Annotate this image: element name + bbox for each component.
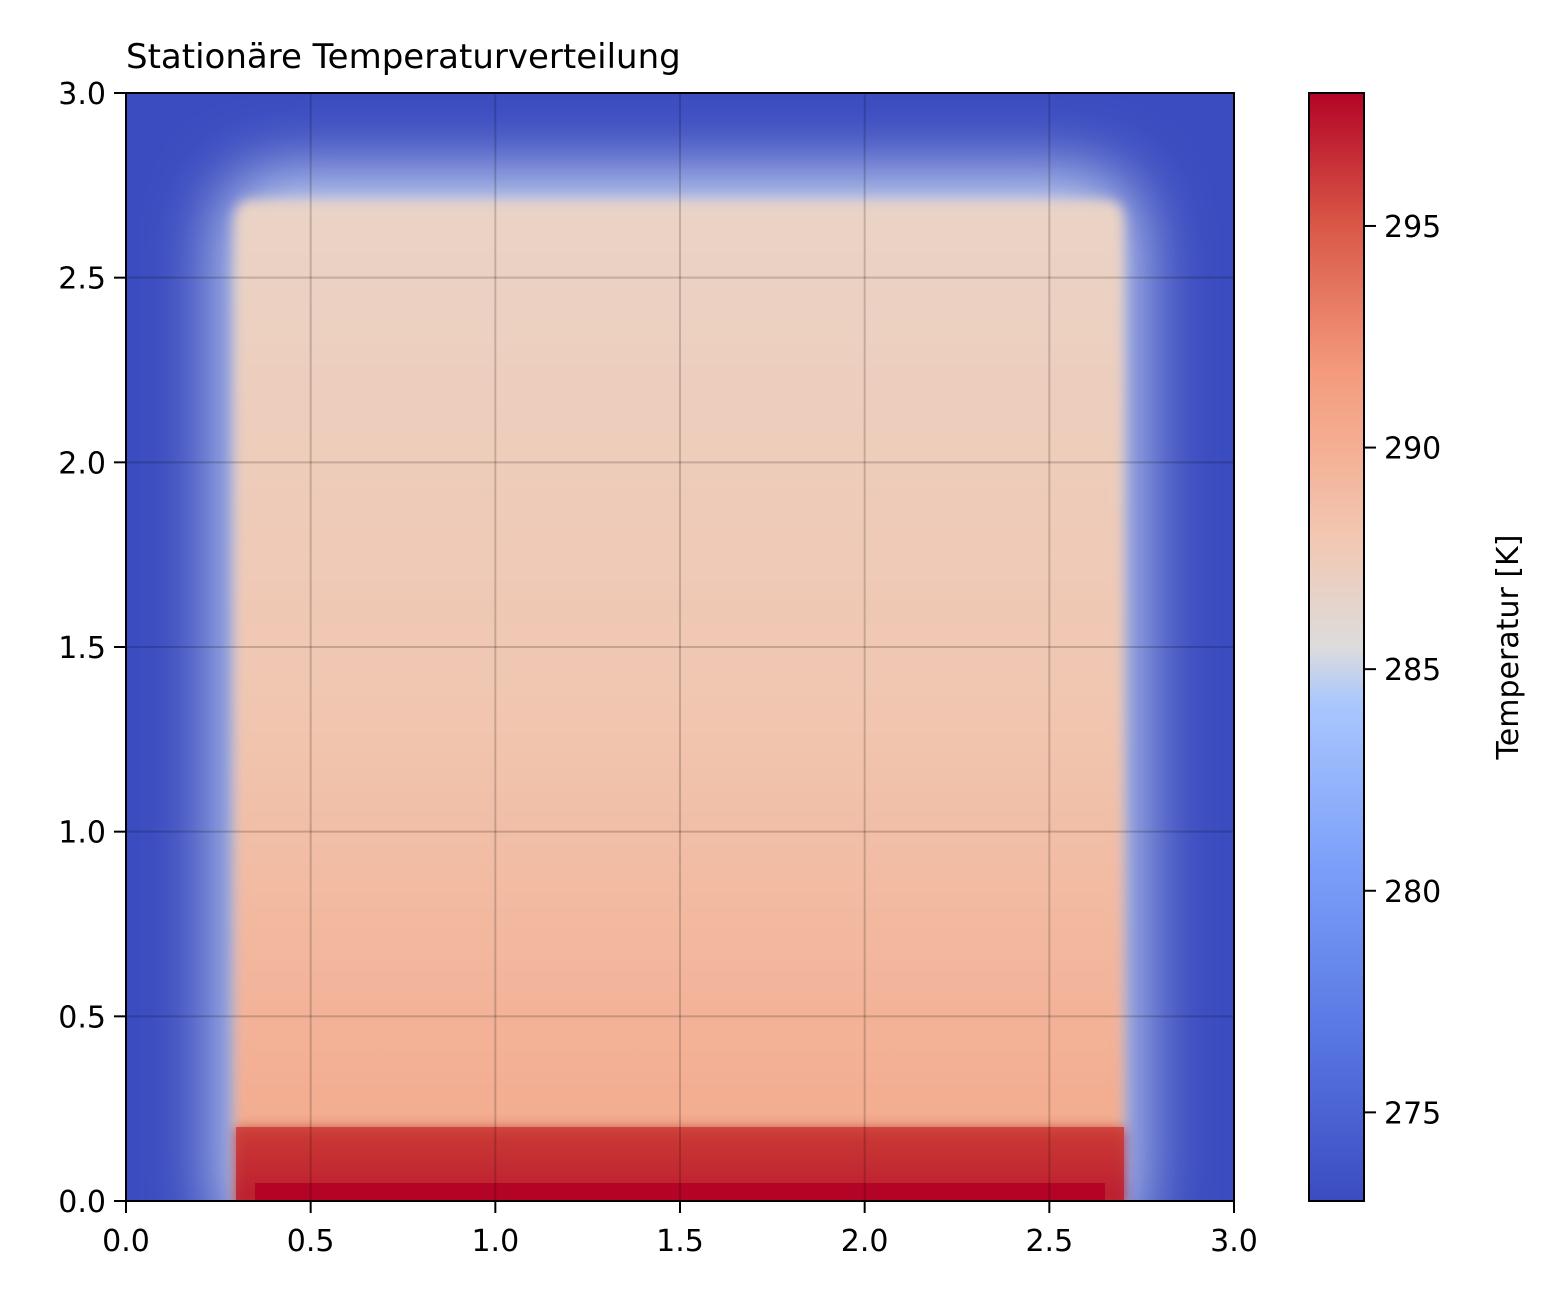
x-tick-label: 2.0 [841, 1224, 889, 1259]
x-axis: 0.0 0.5 1.0 1.5 2.0 2.5 3.0 [102, 1201, 1258, 1259]
x-tick-label: 1.0 [471, 1224, 519, 1259]
x-tick-label: 3.0 [1210, 1224, 1258, 1259]
x-tick-label: 0.0 [102, 1224, 150, 1259]
colorbar-label: Temperatur [K] [1491, 535, 1526, 761]
colorbar-tick-label: 285 [1384, 653, 1441, 688]
y-tick-label: 1.0 [58, 816, 106, 851]
interior-region [234, 200, 1124, 1201]
colorbar-tick-label: 295 [1384, 210, 1441, 245]
colorbar-tick-label: 275 [1384, 1096, 1441, 1131]
y-tick-label: 2.0 [58, 446, 106, 481]
colorbar-tick-label: 280 [1384, 875, 1441, 910]
y-tick-label: 3.0 [58, 77, 106, 112]
colorbar-gradient [1308, 92, 1365, 1202]
x-tick-label: 1.5 [656, 1224, 704, 1259]
y-tick-label: 0.5 [58, 1000, 106, 1035]
x-tick-label: 2.5 [1025, 1224, 1073, 1259]
y-axis: 0.0 0.5 1.0 1.5 2.0 2.5 3.0 [58, 77, 126, 1220]
y-tick-label: 2.5 [58, 262, 106, 297]
y-tick-label: 0.0 [58, 1185, 106, 1220]
colorbar-ticks: 275 280 285 290 295 [1364, 210, 1441, 1131]
chart-title: Stationäre Temperaturverteilung [126, 37, 681, 77]
colorbar-tick-label: 290 [1384, 432, 1441, 467]
x-tick-label: 0.5 [287, 1224, 335, 1259]
heater-element [255, 1183, 1105, 1201]
heatmap-field [126, 93, 1234, 1201]
colorbar: 275 280 285 290 295 Temperatur [K] [1308, 92, 1526, 1202]
y-tick-label: 1.5 [58, 631, 106, 666]
